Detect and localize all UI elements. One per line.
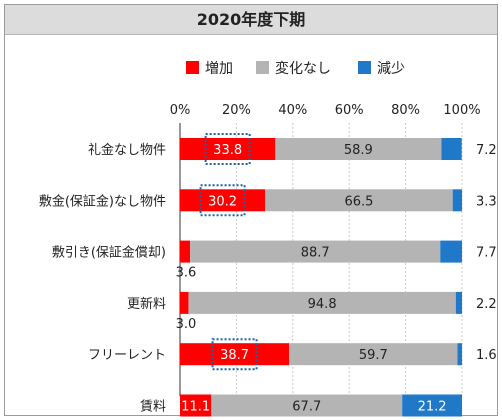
- data-label: 30.2: [208, 194, 237, 209]
- category-label: 敷引き(保証金償却): [52, 245, 166, 261]
- bar-segment: [190, 240, 441, 263]
- bar-segment: [402, 394, 462, 417]
- chart-title: 2020年度下期: [5, 5, 497, 35]
- data-label: 59.7: [359, 348, 388, 363]
- data-label: 7.2: [476, 143, 497, 158]
- x-tick-label: 40%: [278, 103, 307, 118]
- data-label: 1.6: [476, 348, 497, 363]
- legend-swatch-2: [256, 61, 269, 74]
- data-label: 67.7: [292, 400, 321, 415]
- bar-segment: [180, 394, 212, 417]
- data-label: 66.5: [344, 194, 373, 209]
- x-tick-label: 100%: [443, 103, 480, 118]
- legend-label-1: 増加: [205, 61, 233, 77]
- bar-segment: [452, 189, 462, 212]
- category-label: 賃料: [140, 400, 166, 415]
- bar-segment: [457, 343, 462, 366]
- bar-segment: [265, 189, 453, 212]
- bar-segment: [455, 291, 462, 314]
- bar-segment: [180, 343, 290, 366]
- data-label: 7.7: [476, 246, 497, 261]
- data-label: 21.2: [418, 400, 447, 415]
- legend-label-3: 減少: [377, 60, 405, 77]
- x-tick-label: 80%: [391, 103, 420, 118]
- data-label: 33.8: [213, 143, 242, 158]
- data-label: 88.7: [301, 246, 330, 261]
- category-label: 敷金(保証金)なし物件: [39, 193, 166, 209]
- x-tick-label: 20%: [222, 103, 251, 118]
- bar-segment: [440, 240, 462, 263]
- highlight-box: [211, 338, 258, 371]
- bar-segment: [275, 138, 442, 160]
- data-label: 3.6: [176, 266, 197, 281]
- bar-segment: [188, 291, 456, 314]
- bar-segment: [289, 343, 458, 366]
- legend-label-2: 変化なし: [275, 60, 331, 77]
- data-label: 38.7: [220, 348, 249, 363]
- bar-segment: [180, 138, 276, 160]
- data-label: 11.1: [181, 400, 210, 415]
- data-label: 58.9: [344, 143, 373, 158]
- data-label: 3.3: [476, 194, 497, 209]
- x-tick-label: 60%: [335, 103, 364, 118]
- highlight-box: [204, 133, 251, 165]
- category-label: 更新料: [127, 296, 166, 312]
- data-label: 94.8: [308, 297, 337, 312]
- category-label: フリーレント: [88, 348, 166, 363]
- bar-segment: [441, 138, 462, 160]
- bar-segment: [180, 291, 189, 314]
- x-tick-label: 0%: [170, 103, 191, 118]
- data-label: 2.2: [476, 297, 497, 312]
- legend-swatch-3: [358, 61, 371, 74]
- legend-swatch-1: [186, 61, 199, 74]
- bar-segment: [180, 240, 191, 263]
- highlight-box: [199, 184, 246, 217]
- category-label: 礼金なし物件: [88, 142, 166, 158]
- data-label: 3.0: [176, 317, 197, 332]
- bar-segment: [211, 394, 403, 417]
